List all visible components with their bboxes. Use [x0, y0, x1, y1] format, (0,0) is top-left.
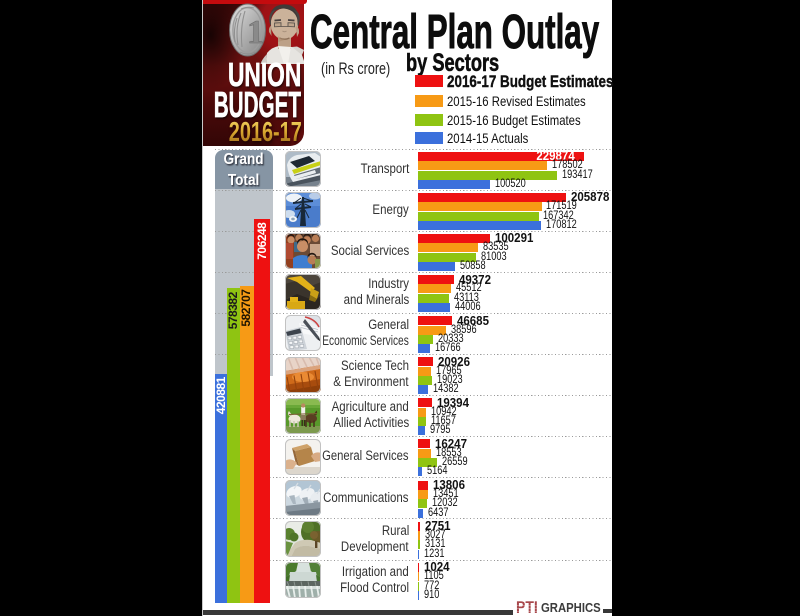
svg-text:1: 1	[247, 14, 264, 51]
